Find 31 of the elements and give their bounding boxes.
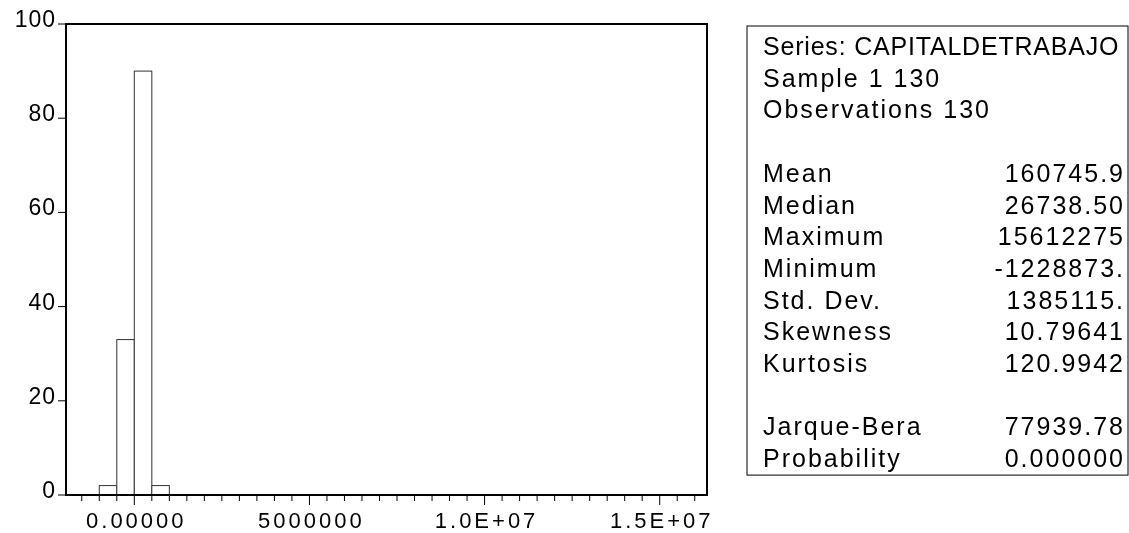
category-label: Jarque-Bera (763, 412, 923, 441)
y-tick-label: 100 (14, 6, 56, 32)
text: 1385115. (1006, 285, 1125, 314)
y-tick-label: 80 (28, 100, 56, 127)
text: -1228873. (994, 253, 1125, 282)
y-tick-label: 0 (42, 477, 56, 503)
y-tick-label: 40 (28, 288, 56, 315)
text: 120.9942 (1004, 349, 1125, 377)
category-label: Median (763, 190, 857, 219)
x-tick-label: 1.5E+07 (609, 508, 714, 533)
y-tick-label: 60 (28, 194, 56, 221)
category-label: Mean (763, 158, 834, 187)
category-label: Kurtosis (763, 349, 870, 377)
y-tick-label: 20 (28, 382, 56, 409)
x-tick-label: 1.0E+07 (434, 508, 539, 533)
text: Observations 130 (763, 95, 991, 124)
category-label: Probability (763, 444, 902, 473)
text: 10.79641 (1004, 317, 1125, 346)
text: 15612275 (997, 222, 1125, 251)
x-tick-label: 0.00000 (86, 508, 187, 533)
text: 0.000000 (1004, 444, 1125, 473)
text: Series: CAPITALDETRABAJO (763, 32, 1120, 60)
x-tick-label: 5000000 (258, 508, 365, 533)
category-label: Minimum (763, 253, 879, 282)
text: 26738.50 (1004, 190, 1125, 219)
text: Sample 1 130 (763, 63, 942, 92)
category-label: Skewness (763, 317, 893, 346)
category-label: Maximum (763, 222, 886, 251)
text: 160745.9 (1004, 158, 1125, 187)
category-label: Std. Dev. (763, 285, 882, 314)
text: 77939.78 (1004, 412, 1125, 441)
